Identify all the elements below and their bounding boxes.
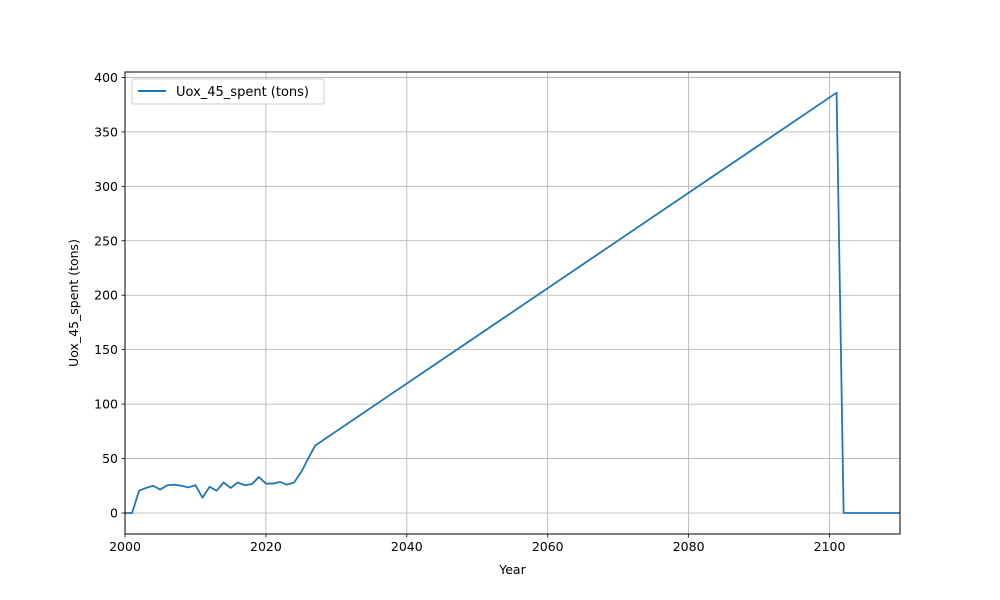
y-tick-label: 200	[94, 288, 118, 303]
plot-frame	[124, 71, 901, 535]
x-tick-label: 2100	[814, 539, 846, 554]
ticks: 2000 2020 2040 2060 2080 2100 0 50 100 150 200 250 3…	[94, 70, 845, 554]
y-tick-label: 350	[94, 124, 118, 139]
series-line	[125, 91, 900, 514]
y-tick-label: 400	[94, 70, 118, 85]
y-tick-label: 0	[110, 505, 118, 520]
series-layer	[125, 91, 900, 514]
x-tick-label: 2040	[391, 539, 423, 554]
y-tick-label: 250	[94, 233, 118, 248]
x-tick-label: 2060	[532, 539, 564, 554]
x-tick-label: 2080	[673, 539, 705, 554]
y-tick-label: 100	[94, 397, 118, 412]
y-tick-label: 150	[94, 342, 118, 357]
legend-label: Uox_45_spent (tons)	[176, 85, 309, 100]
x-axis-label: Year	[498, 562, 526, 577]
legend-box	[131, 78, 325, 105]
legend: Uox_45_spent (tons)	[131, 78, 325, 105]
x-tick-label: 2000	[109, 539, 141, 554]
y-axis-label: Uox_45_spent (tons)	[66, 239, 81, 367]
y-tick-label: 50	[102, 451, 118, 466]
x-tick-label: 2020	[250, 539, 282, 554]
grid	[124, 72, 900, 534]
y-tick-label: 300	[94, 179, 118, 194]
